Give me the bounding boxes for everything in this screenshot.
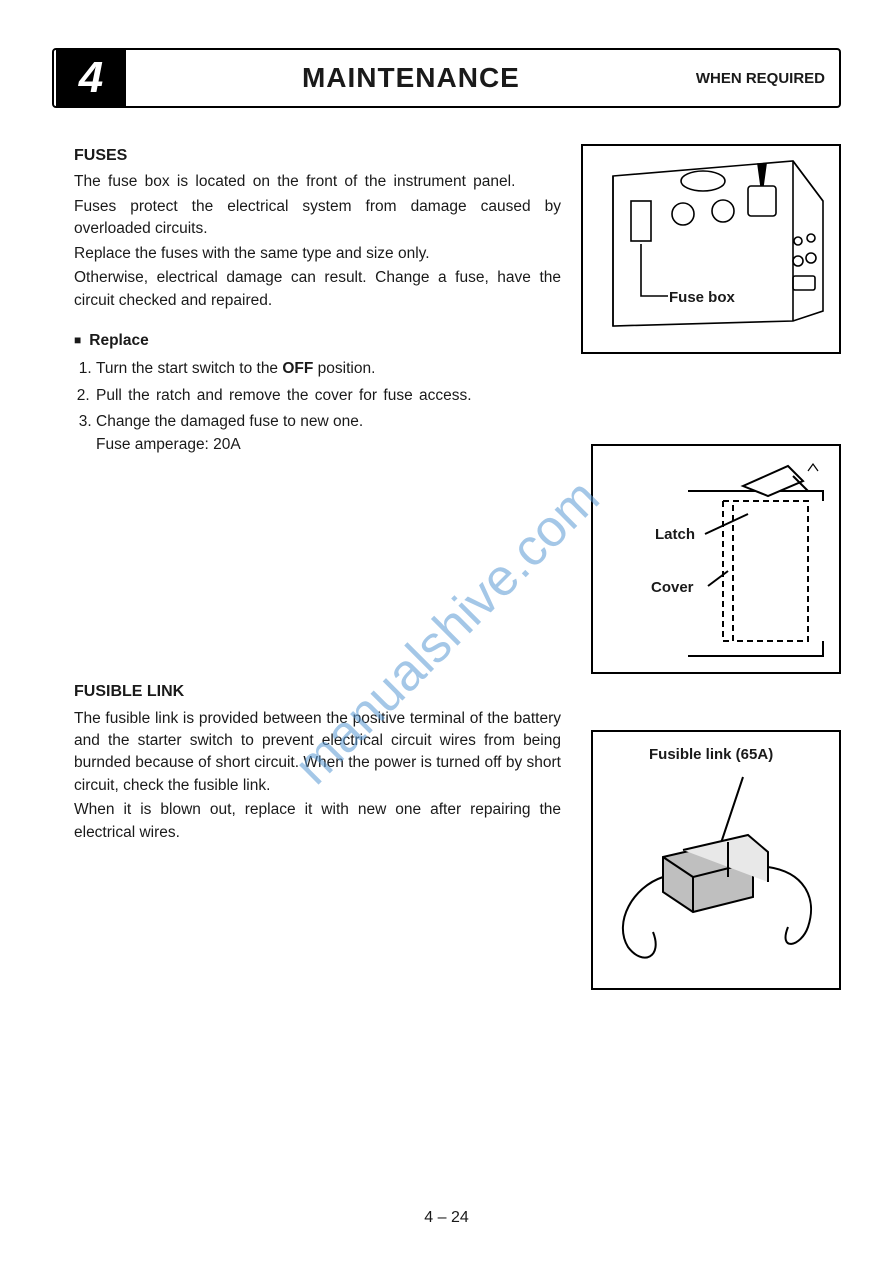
fusible-p1: The fusible link is provided between the… bbox=[74, 708, 561, 798]
latch-label: Latch bbox=[655, 526, 695, 543]
fusible-link-diagram bbox=[593, 732, 839, 988]
chapter-number-box: 4 bbox=[56, 50, 126, 106]
step-1: Turn the start switch to the OFF positio… bbox=[96, 358, 561, 380]
fuses-p1: The fuse box is located on the front of … bbox=[74, 171, 561, 193]
step-3: Change the damaged fuse to new one. Fuse… bbox=[96, 411, 561, 456]
chapter-title: MAINTENANCE bbox=[126, 62, 696, 94]
cover-label: Cover bbox=[651, 579, 694, 596]
chapter-subtitle: WHEN REQUIRED bbox=[696, 70, 825, 87]
figure-latch-cover: Latch Cover bbox=[591, 444, 841, 674]
fuses-p2: Fuses protect the electrical system from… bbox=[74, 196, 561, 241]
content-area: FUSES The fuse box is located on the fro… bbox=[52, 144, 841, 990]
replace-steps: Turn the start switch to the OFF positio… bbox=[74, 358, 561, 456]
fusible-link-label: Fusible link (65A) bbox=[649, 746, 773, 763]
step3-text: Change the damaged fuse to new one. bbox=[96, 413, 363, 430]
fuses-p3b: Otherwise, electrical damage can result.… bbox=[74, 267, 561, 312]
fuse-box-diagram bbox=[583, 146, 839, 352]
figure-fusible-link: Fusible link (65A) bbox=[591, 730, 841, 990]
fuses-p3a: Replace the fuses with the same type and… bbox=[74, 243, 561, 265]
step1-pre: Turn the start switch to the bbox=[96, 360, 282, 377]
figure-column: Fuse box Latch Cover bbox=[581, 144, 841, 990]
fuse-box-label: Fuse box bbox=[669, 289, 735, 306]
latch-cover-diagram bbox=[593, 446, 839, 672]
replace-heading: Replace bbox=[74, 330, 561, 352]
chapter-number: 4 bbox=[79, 53, 103, 103]
spacer bbox=[74, 460, 561, 680]
text-column: FUSES The fuse box is located on the fro… bbox=[52, 144, 561, 990]
step1-bold: OFF bbox=[282, 360, 313, 377]
figure-fuse-box: Fuse box bbox=[581, 144, 841, 354]
chapter-header: 4 MAINTENANCE WHEN REQUIRED bbox=[52, 48, 841, 108]
fusible-heading: FUSIBLE LINK bbox=[74, 680, 561, 703]
step1-post: position. bbox=[313, 360, 375, 377]
page-number: 4 – 24 bbox=[0, 1209, 893, 1227]
step3-sub: Fuse amperage: 20A bbox=[96, 436, 241, 453]
fuses-heading: FUSES bbox=[74, 144, 561, 167]
fusible-p2: When it is blown out, replace it with ne… bbox=[74, 799, 561, 844]
step-2: Pull the ratch and remove the cover for … bbox=[96, 385, 561, 407]
